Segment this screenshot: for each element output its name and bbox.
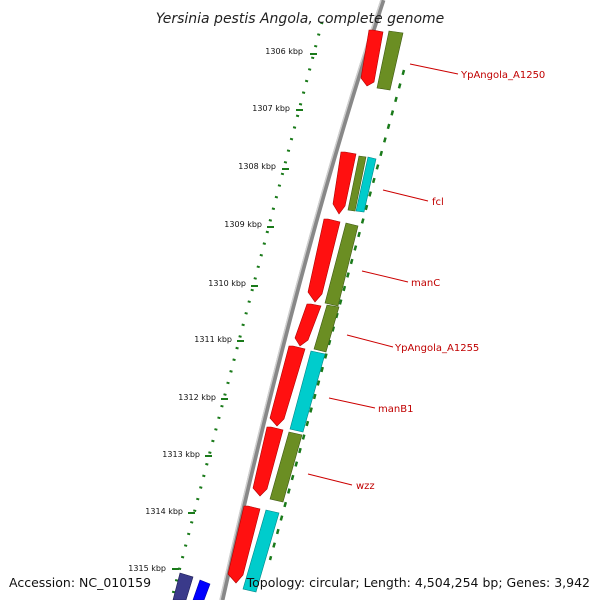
tick-label: 1314 kbp	[145, 507, 183, 516]
gene-feature-red[interactable]	[360, 29, 384, 87]
tick-label: 1310 kbp	[208, 279, 246, 288]
gene-label-manc[interactable]: manC	[361, 270, 440, 289]
gene-feature-dark-blue[interactable]	[172, 572, 194, 600]
tick-label: 1309 kbp	[224, 220, 262, 229]
gene-label-yp-a1250[interactable]: YpAngola_A1250	[409, 63, 545, 81]
gene-label-text: YpAngola_A1250	[460, 70, 545, 81]
ruler-tick-1307: 1307 kbp	[252, 104, 303, 113]
gene-label-text: fcl	[432, 197, 444, 208]
gene-label-manb1[interactable]: manB1	[328, 397, 413, 415]
gene-feature-red[interactable]	[294, 303, 322, 347]
gene-feature-olive[interactable]	[347, 155, 367, 212]
ruler-tick-1310: 1310 kbp	[208, 279, 258, 288]
gene-label-yp-a1255[interactable]: YpAngola_A1255	[346, 334, 479, 354]
gene-features	[172, 29, 404, 600]
gene-feature-cyan[interactable]	[355, 156, 377, 213]
gene-feature-cyan[interactable]	[289, 350, 326, 433]
gene-label-wzz[interactable]: wzz	[307, 473, 375, 492]
tick-label: 1315 kbp	[128, 564, 166, 573]
map-title: Yersinia pestis Angola, complete genome	[156, 11, 445, 27]
tick-label: 1306 kbp	[265, 47, 303, 56]
tick-label: 1307 kbp	[252, 104, 290, 113]
ruler-tick-1309: 1309 kbp	[224, 220, 274, 229]
tick-label: 1311 kbp	[194, 335, 232, 344]
gene-feature-olive[interactable]	[376, 30, 404, 91]
gene-label-text: wzz	[356, 481, 375, 492]
gene-feature-red[interactable]	[307, 218, 341, 303]
genome-summary: Topology: circular; Length: 4,504,254 bp…	[246, 575, 590, 590]
gene-feature-olive[interactable]	[269, 431, 303, 503]
gene-feature-red[interactable]	[252, 426, 284, 497]
ruler-tick-1313: 1313 kbp	[162, 450, 212, 459]
tick-label: 1313 kbp	[162, 450, 200, 459]
gene-feature-red[interactable]	[332, 151, 357, 215]
genome-backbone-highlight	[219, 0, 382, 600]
gene-label-text: manB1	[378, 404, 413, 415]
ruler-tick-1315: 1315 kbp	[128, 564, 179, 573]
gene-label-text: manC	[411, 278, 440, 289]
gene-label-fcl[interactable]: fcl	[382, 189, 444, 208]
ruler-tick-1312: 1312 kbp	[178, 393, 228, 402]
accession-label: Accession: NC_010159	[9, 575, 151, 590]
gene-label-text: YpAngola_A1255	[394, 343, 479, 354]
gene-feature-red[interactable]	[269, 345, 306, 427]
gene-feature-olive[interactable]	[324, 222, 359, 307]
ruler-tick-1308: 1308 kbp	[238, 162, 289, 171]
ruler-tick-1311: 1311 kbp	[194, 335, 244, 344]
gene-feature-cyan[interactable]	[242, 509, 280, 593]
gene-feature-olive[interactable]	[313, 304, 340, 353]
ruler-tick-1314: 1314 kbp	[145, 507, 195, 516]
genome-backbone	[219, 0, 386, 600]
gene-feature-red[interactable]	[227, 505, 261, 584]
gene-feature-blue[interactable]	[192, 579, 211, 600]
ruler-tick-1306: 1306 kbp	[265, 47, 317, 56]
tick-label: 1312 kbp	[178, 393, 216, 402]
tick-label: 1308 kbp	[238, 162, 276, 171]
